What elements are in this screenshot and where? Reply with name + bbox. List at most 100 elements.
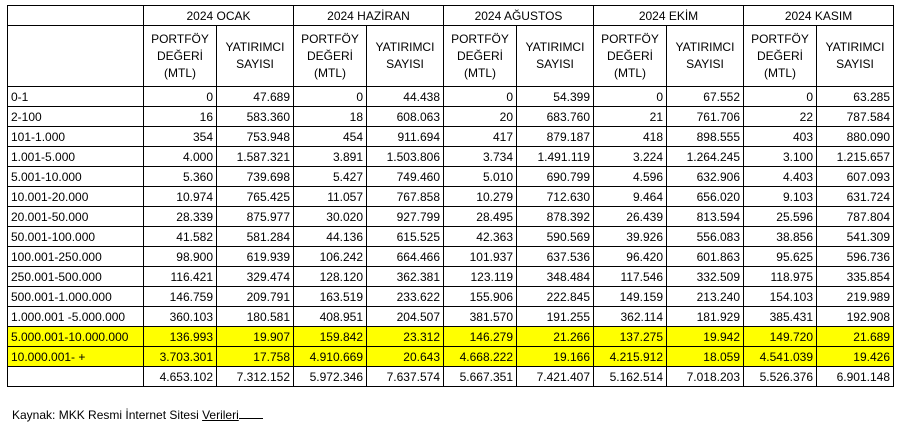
totals-row: 4.653.102 7.312.152 5.972.346 7.637.574 5.66…: [7, 366, 894, 387]
portfolio-value-cell: 4.910.669: [293, 346, 367, 367]
investor-count-cell: 209.791: [216, 286, 294, 307]
investor-count-cell: 712.630: [516, 186, 594, 207]
portfolio-value-cell: 4.668.222: [443, 346, 517, 367]
investor-count-cell: 1.264.245: [666, 146, 744, 167]
investor-count-cell: 637.536: [516, 246, 594, 267]
portfolio-value-cell: 149.159: [593, 286, 667, 307]
portfolio-value-cell: 3.100: [743, 146, 817, 167]
investor-count-cell: 541.309: [816, 226, 894, 247]
period-header-row: 2024 OCAK 2024 HAZİRAN 2024 AĞUSTOS 2024…: [7, 5, 894, 26]
portfolio-value-cell: 10.974: [143, 186, 217, 207]
investor-count-cell: 63.285: [816, 86, 894, 107]
investor-count-cell: 581.284: [216, 226, 294, 247]
column-header-row: PORTFÖY DEĞERİ (MTL) YATIRIMCI SAYISI PORTFÖY…: [7, 25, 894, 87]
investor-count-cell: 656.020: [666, 186, 744, 207]
investor-count-header: YATIRIMCI SAYISI: [216, 25, 294, 87]
investor-count-cell: 192.908: [816, 306, 894, 327]
portfolio-value-cell: 4.541.039: [743, 346, 817, 367]
investor-count-cell: 787.584: [816, 106, 894, 127]
table-row: 5.001-10.000 5.360 739.698 5.427 749.460 5.01…: [7, 166, 894, 187]
period-header: 2024 HAZİRAN: [293, 5, 444, 26]
investor-count-cell: 219.989: [816, 286, 894, 307]
portfolio-value-cell: 101.937: [443, 246, 517, 267]
investor-count-cell: 813.594: [666, 206, 744, 227]
portfolio-value-cell: 149.720: [743, 326, 817, 347]
portfolio-value-cell: 4.403: [743, 166, 817, 187]
portfolio-total-cell: 4.653.102: [143, 366, 217, 387]
portfolio-value-cell: 41.582: [143, 226, 217, 247]
table-row: 50.001-100.000 41.582 581.284 44.136 615.525…: [7, 226, 894, 247]
corner-cell: [7, 5, 144, 26]
investor-count-cell: 619.939: [216, 246, 294, 267]
investor-count-cell: 54.399: [516, 86, 594, 107]
investor-count-cell: 596.736: [816, 246, 894, 267]
investor-count-cell: 21.266: [516, 326, 594, 347]
range-label: 101-1.000: [7, 126, 144, 147]
investor-count-cell: 632.906: [666, 166, 744, 187]
source-link-text: Verileri: [202, 408, 239, 422]
investor-count-cell: 615.525: [366, 226, 444, 247]
investor-count-cell: 878.392: [516, 206, 594, 227]
investor-count-cell: 329.474: [216, 266, 294, 287]
investor-count-cell: 879.187: [516, 126, 594, 147]
table-row: 10.000.001- +3.703.301 17.758 4.910.669 20.…: [7, 346, 894, 367]
investor-count-cell: 213.240: [666, 286, 744, 307]
range-label: 1.000.001 -5.000.000: [7, 306, 144, 327]
portfolio-value-cell: 3.224: [593, 146, 667, 167]
portfolio-value-cell: 44.136: [293, 226, 367, 247]
portfolio-value-cell: 3.734: [443, 146, 517, 167]
portfolio-value-cell: 42.363: [443, 226, 517, 247]
portfolio-value-cell: 28.339: [143, 206, 217, 227]
portfolio-value-cell: 30.020: [293, 206, 367, 227]
investor-count-cell: 608.063: [366, 106, 444, 127]
investor-count-cell: 590.569: [516, 226, 594, 247]
portfolio-value-header: PORTFÖY DEĞERİ (MTL): [593, 25, 667, 87]
investor-count-cell: 880.090: [816, 126, 894, 147]
table-body: 0-1 0 47.689 0 44.438 0 54.399 0 67.552 0 63.285 2-…: [7, 86, 894, 387]
table-row: 20.001-50.000 28.339 875.977 30.020 927.799 2…: [7, 206, 894, 227]
investor-count-cell: 787.804: [816, 206, 894, 227]
investor-count-header: YATIRIMCI SAYISI: [816, 25, 894, 87]
table-row: 101-1.000 354 753.948 454 911.694 417 879.187 4…: [7, 126, 894, 147]
portfolio-value-cell: 4.000: [143, 146, 217, 167]
investor-count-cell: 607.093: [816, 166, 894, 187]
portfolio-value-cell: 4.215.912: [593, 346, 667, 367]
portfolio-value-cell: 0: [443, 86, 517, 107]
portfolio-value-cell: 11.057: [293, 186, 367, 207]
investor-count-cell: 601.863: [666, 246, 744, 267]
table-row: 2-100 16 583.360 18 608.063 20 683.760 21 761.70…: [7, 106, 894, 127]
portfolio-value-cell: 116.421: [143, 266, 217, 287]
portfolio-value-cell: 0: [293, 86, 367, 107]
investor-count-cell: 1.215.657: [816, 146, 894, 167]
portfolio-value-cell: 5.010: [443, 166, 517, 187]
investor-count-header: YATIRIMCI SAYISI: [516, 25, 594, 87]
investor-total-cell: 7.312.152: [216, 366, 294, 387]
investor-total-cell: 6.901.148: [816, 366, 894, 387]
portfolio-value-cell: 4.596: [593, 166, 667, 187]
portfolio-value-cell: 159.842: [293, 326, 367, 347]
investor-count-cell: 631.724: [816, 186, 894, 207]
portfolio-value-cell: 106.242: [293, 246, 367, 267]
portfolio-value-cell: 5.427: [293, 166, 367, 187]
investor-count-header: YATIRIMCI SAYISI: [666, 25, 744, 87]
portfolio-value-cell: 146.279: [443, 326, 517, 347]
investor-count-cell: 1.587.321: [216, 146, 294, 167]
period-header: 2024 EKİM: [593, 5, 744, 26]
range-label: 50.001-100.000: [7, 226, 144, 247]
portfolio-value-cell: 96.420: [593, 246, 667, 267]
portfolio-value-header: PORTFÖY DEĞERİ (MTL): [293, 25, 367, 87]
table-row: 1.001-5.000 4.000 1.587.321 3.891 1.503.806 3…: [7, 146, 894, 167]
investor-count-cell: 17.758: [216, 346, 294, 367]
portfolio-value-cell: 381.570: [443, 306, 517, 327]
investor-count-cell: 44.438: [366, 86, 444, 107]
investor-count-cell: 739.698: [216, 166, 294, 187]
investor-count-cell: 911.694: [366, 126, 444, 147]
source-text: Kaynak: MKK Resmi İnternet Sitesi: [12, 408, 203, 422]
portfolio-value-cell: 454: [293, 126, 367, 147]
portfolio-value-cell: 417: [443, 126, 517, 147]
investor-count-cell: 332.509: [666, 266, 744, 287]
investor-count-cell: 204.507: [366, 306, 444, 327]
portfolio-value-cell: 128.120: [293, 266, 367, 287]
portfolio-value-cell: 5.360: [143, 166, 217, 187]
portfolio-value-cell: 39.926: [593, 226, 667, 247]
